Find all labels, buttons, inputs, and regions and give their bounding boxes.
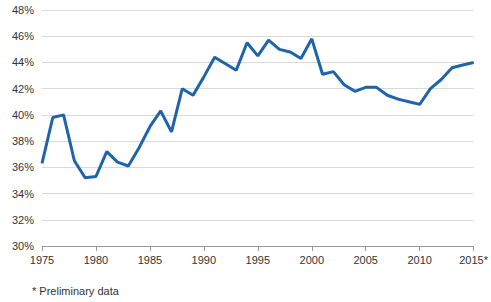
svg-text:2010: 2010	[407, 254, 431, 266]
svg-text:40%: 40%	[12, 109, 34, 121]
svg-text:30%: 30%	[12, 240, 34, 252]
svg-text:42%: 42%	[12, 83, 34, 95]
svg-text:1985: 1985	[138, 254, 162, 266]
svg-text:* Preliminary data: * Preliminary data	[32, 285, 120, 297]
svg-text:46%: 46%	[12, 30, 34, 42]
svg-text:1990: 1990	[192, 254, 216, 266]
svg-text:34%: 34%	[12, 188, 34, 200]
svg-text:2005: 2005	[353, 254, 377, 266]
svg-text:38%: 38%	[12, 135, 34, 147]
svg-text:32%: 32%	[12, 214, 34, 226]
svg-text:48%: 48%	[12, 4, 34, 16]
svg-text:1980: 1980	[84, 254, 108, 266]
svg-text:2015*: 2015*	[459, 254, 488, 266]
svg-text:36%: 36%	[12, 161, 34, 173]
svg-text:44%: 44%	[12, 56, 34, 68]
svg-text:1995: 1995	[246, 254, 270, 266]
svg-text:1975: 1975	[30, 254, 54, 266]
svg-text:2000: 2000	[300, 254, 324, 266]
